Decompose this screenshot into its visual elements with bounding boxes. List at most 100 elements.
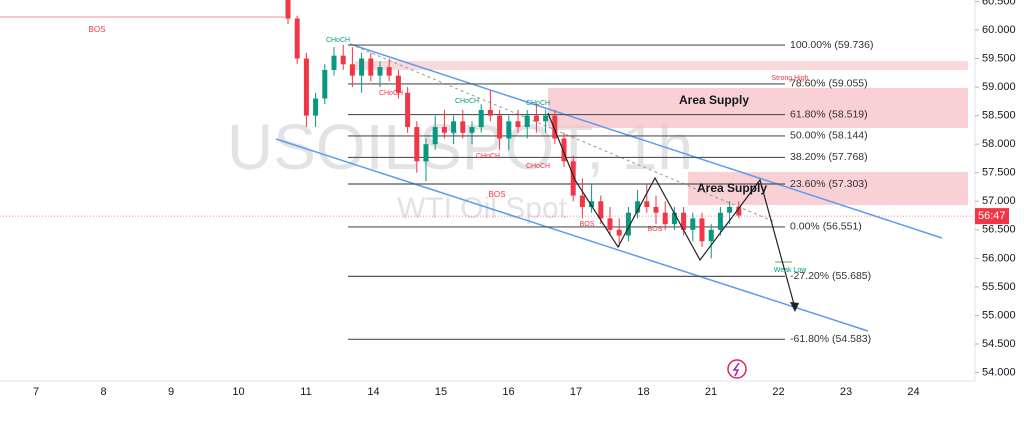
candle-body: [699, 218, 705, 242]
y-tick-label: 54.500: [982, 338, 1016, 350]
candle-body: [681, 212, 687, 230]
annotation: Area Supply: [679, 93, 749, 107]
y-tick-label: 55.000: [982, 309, 1016, 321]
candle-body: [736, 206, 742, 216]
y-tick-label: 58.000: [982, 138, 1016, 150]
x-tick-label: 7: [33, 386, 39, 398]
y-tick-label: 57.000: [982, 195, 1016, 207]
candle-body: [423, 144, 429, 162]
logo-bolt: [732, 362, 740, 377]
y-tick-label: 56.000: [982, 252, 1016, 264]
candle-body: [598, 201, 604, 219]
candle-body: [524, 115, 530, 128]
y-tick-label: 60.000: [982, 24, 1016, 36]
candle-body: [349, 64, 355, 76]
candle-body: [451, 121, 457, 133]
candle-body: [570, 161, 576, 196]
annotation: CHoCH: [326, 37, 350, 44]
candle-body: [478, 109, 484, 128]
candle-body: [313, 98, 319, 116]
annotation: Area Supply: [697, 181, 767, 195]
x-tick-label: 14: [367, 386, 379, 398]
strong-high-zone: [355, 61, 968, 70]
fib-label: 50.00% (58.144): [790, 130, 868, 142]
fib-label: 78.60% (59.055): [790, 78, 868, 90]
y-tick-label: 54.000: [982, 366, 1016, 378]
channel-upper: [349, 43, 943, 239]
annotation: BOS: [580, 221, 595, 228]
candle-body: [487, 109, 493, 116]
arrow-head: [790, 302, 799, 312]
candle-body: [441, 127, 447, 133]
annotation: Weak Low: [774, 267, 807, 274]
candle-body: [285, 0, 291, 19]
candle-body: [589, 201, 595, 207]
y-tick-label: 59.000: [982, 81, 1016, 93]
logo-icon[interactable]: [727, 359, 747, 379]
x-tick-label: 15: [435, 386, 447, 398]
projection-path: [547, 112, 796, 309]
candle-body: [395, 75, 401, 93]
y-tick-label: 60.500: [982, 0, 1016, 7]
axes: 60.500 60.000 59.500 59.000 58.500 58.000 57.5…: [0, 0, 1016, 398]
candle-body: [671, 212, 677, 225]
fib-label: -61.80% (54.583): [790, 333, 871, 345]
x-tick-label: 9: [168, 386, 174, 398]
countdown-box: [975, 208, 1009, 225]
candle-body: [653, 206, 659, 213]
candle-body: [515, 121, 521, 128]
fib-label: 38.20% (57.768): [790, 151, 868, 163]
candle-body: [533, 115, 539, 122]
candle-body: [386, 67, 392, 76]
candle-body: [460, 121, 466, 133]
candle-body: [469, 127, 475, 133]
fib-label: 0.00% (56.551): [790, 221, 862, 233]
supply-zone: [548, 88, 968, 128]
annotation: BOS: [489, 190, 506, 199]
annotations: BOS CHoCH CHoCH CHoCH CHoCH CHoCH CHoCH BOS BOS B…: [89, 25, 809, 274]
x-tick-label: 16: [502, 386, 514, 398]
x-tick-label: 24: [907, 386, 919, 398]
fib-label: 23.60% (57.303): [790, 178, 868, 190]
candle-body: [635, 201, 641, 213]
fib-label: 100.00% (59.736): [790, 39, 873, 51]
y-tick-label: 57.500: [982, 167, 1016, 179]
candle-body: [322, 69, 328, 99]
candle-body: [294, 18, 300, 59]
candle-body: [497, 115, 503, 139]
trend-dashed: [349, 43, 776, 223]
annotation: BOS: [89, 25, 106, 34]
y-tick-label: 58.500: [982, 110, 1016, 122]
x-tick-label: 22: [772, 386, 784, 398]
y-tick-label: 55.500: [982, 281, 1016, 293]
candle-body: [690, 218, 696, 230]
candle-body: [506, 121, 512, 139]
candle-body: [727, 206, 733, 213]
candle-body: [340, 55, 346, 65]
channel-lower: [275, 138, 869, 332]
candle-body: [368, 58, 374, 76]
candle-body: [331, 55, 337, 70]
candle-body: [405, 92, 411, 128]
candle-body: [662, 212, 668, 225]
candle-body: [303, 58, 309, 116]
x-tick-label: 17: [570, 386, 582, 398]
candle-body: [607, 218, 613, 230]
annotation: CHoCH: [526, 163, 550, 170]
annotation: CHoCH: [455, 98, 479, 105]
candle-body: [432, 127, 438, 145]
candle-body: [616, 229, 622, 236]
candle-body: [552, 115, 558, 139]
fib-label: 61.80% (58.519): [790, 108, 868, 120]
candle-body: [414, 127, 420, 162]
candle-body: [579, 195, 585, 207]
candle-body: [644, 201, 650, 207]
countdown: 56:47: [978, 210, 1006, 222]
supply-zone: [688, 172, 968, 205]
candle-body: [625, 212, 631, 236]
y-tick-label: 56.500: [982, 224, 1016, 236]
x-tick-label: 11: [300, 386, 311, 398]
candle-body: [717, 212, 723, 230]
candle-body: [561, 138, 567, 162]
x-tick-label: 21: [705, 386, 717, 398]
